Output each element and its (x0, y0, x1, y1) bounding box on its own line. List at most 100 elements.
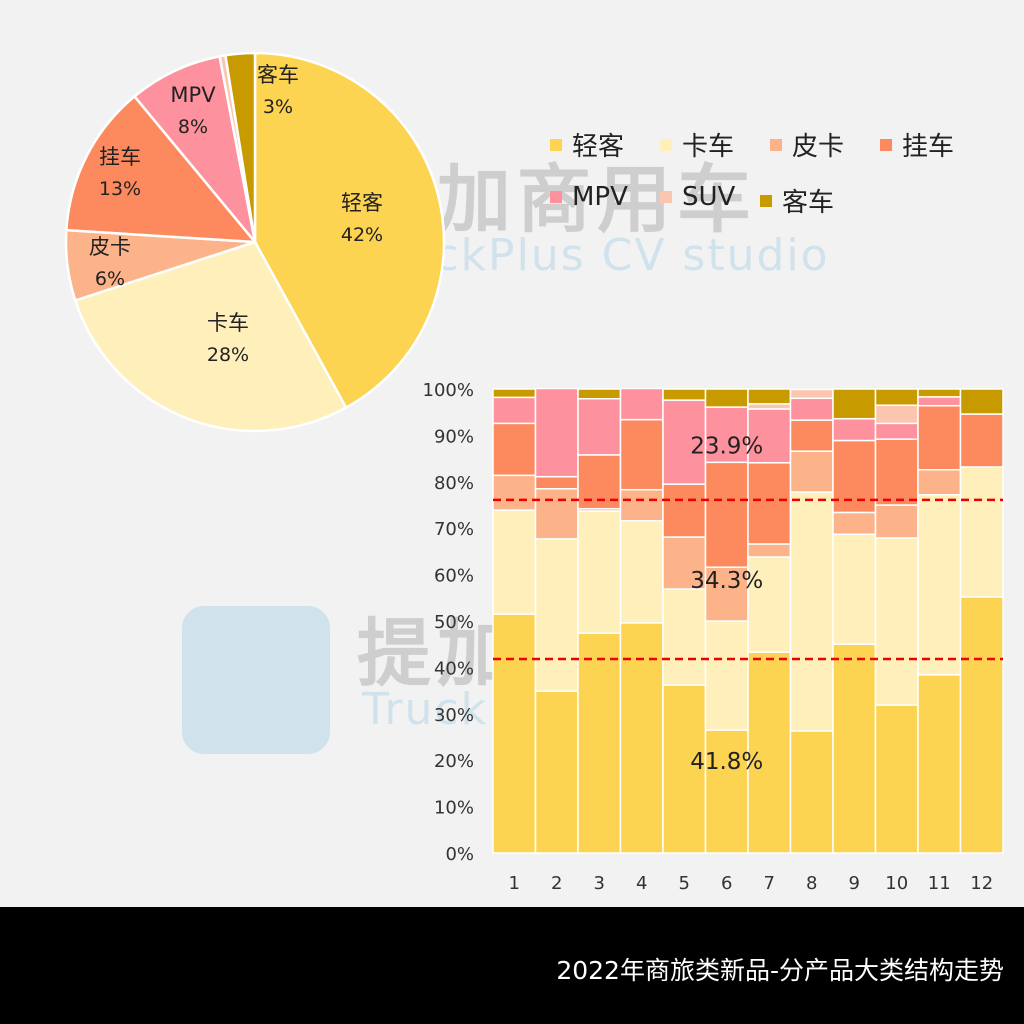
y-tick-label: 10% (434, 798, 474, 819)
x-tick-label: 5 (679, 873, 690, 894)
pie-label-pct: 3% (263, 96, 293, 118)
bar-segment-皮卡 (832, 511, 877, 535)
x-tick-label: 3 (594, 873, 605, 894)
y-tick-label: 20% (434, 751, 474, 772)
x-tick-label: 7 (764, 873, 775, 894)
bar-segment-皮卡 (619, 488, 664, 522)
pie-slice-轻客 (253, 51, 446, 410)
legend-swatch (880, 138, 892, 151)
bar-segment-卡车 (874, 537, 919, 706)
bar-segment-MPV (874, 422, 919, 440)
x-tick-label: 12 (970, 873, 993, 894)
annotation-label: 23.9% (690, 434, 763, 460)
bar-segment-客车 (917, 388, 962, 398)
bar-segment-客车 (492, 388, 537, 399)
bar-segment-卡车 (959, 466, 1004, 598)
x-tick-label: 1 (509, 873, 520, 894)
bar-segment-挂车 (747, 462, 792, 545)
legend-label: 轻客 (572, 132, 625, 162)
bar-segment-客车 (832, 388, 877, 420)
chart-title: 2022年商旅类新品-分产品大类结构走势 (556, 956, 1004, 985)
bar-segment-轻客 (492, 613, 537, 854)
x-tick-label: 8 (806, 873, 817, 894)
legend-label: SUV (682, 182, 736, 212)
bar-segment-轻客 (832, 643, 877, 854)
pie-label-name: 挂车 (99, 145, 141, 169)
legend-item-挂车: 挂车 (880, 126, 954, 163)
bar-segment-挂车 (917, 404, 962, 471)
bar-segment-MPV (917, 396, 962, 407)
bar-segment-客车 (662, 388, 707, 401)
x-tick-label: 2 (551, 873, 562, 894)
bar-segment-MPV (704, 406, 749, 464)
bar-segment-皮卡 (492, 474, 537, 511)
legend-swatch (770, 138, 782, 151)
footer-bar: 2022年商旅类新品-分产品大类结构走势 (0, 907, 1024, 1024)
bar-segment-轻客 (789, 730, 834, 854)
bar-segment-挂车 (874, 438, 919, 506)
pie-label-name: MPV (170, 83, 216, 107)
bar-segment-卡车 (534, 538, 579, 692)
legend-item-皮卡: 皮卡 (770, 126, 844, 163)
pie-slice-MPV (132, 54, 257, 243)
y-tick-label: 60% (434, 566, 474, 587)
bar-segment-挂车 (619, 418, 664, 491)
x-tick-label: 11 (928, 873, 951, 894)
bar-segment-挂车 (832, 439, 877, 514)
y-tick-label: 40% (434, 658, 474, 679)
annotation-label: 41.8% (690, 749, 763, 775)
pie-label-pct: 8% (178, 116, 208, 138)
bar-segment-挂车 (534, 475, 579, 490)
bar-segment-卡车 (704, 620, 749, 731)
y-tick-label: 80% (434, 473, 474, 494)
bar-segment-皮卡 (789, 450, 834, 493)
legend-label: 卡车 (682, 132, 735, 162)
bar-segment-轻客 (917, 674, 962, 854)
y-tick-label: 30% (434, 705, 474, 726)
legend-item-卡车: 卡车 (660, 126, 734, 163)
pie-label-name: 皮卡 (89, 235, 131, 259)
bar-segment-MPV (789, 397, 834, 421)
bar-segment-SUV (747, 403, 792, 410)
bar-segment-MPV (577, 397, 622, 456)
legend-item-MPV: MPV (550, 182, 628, 212)
y-tick-label: 70% (434, 519, 474, 540)
legend-item-SUV: SUV (660, 182, 735, 212)
pie-label-pct: 28% (207, 344, 249, 366)
bar-segment-SUV (789, 388, 834, 400)
bar-segment-挂车 (704, 461, 749, 568)
bar-segment-皮卡 (704, 566, 749, 622)
bar-segment-卡车 (492, 509, 537, 615)
bar-segment-卡车 (577, 510, 622, 634)
pie-label-name: 客车 (257, 63, 299, 87)
bar-segment-挂车 (662, 483, 707, 538)
bar-segment-皮卡 (747, 543, 792, 558)
legend-item-轻客: 轻客 (550, 126, 624, 163)
legend-label: 客车 (782, 188, 835, 218)
pie-label-pct: 6% (95, 268, 125, 290)
y-tick-label: 50% (434, 612, 474, 633)
bar-segment-皮卡 (534, 488, 579, 540)
pie-slice-卡车 (73, 240, 348, 433)
pie-slice-挂车 (65, 94, 258, 244)
bar-segment-卡车 (662, 588, 707, 686)
bar-segment-轻客 (619, 622, 664, 854)
y-tick-label: 90% (434, 426, 474, 447)
pie-label-pct: 13% (99, 178, 141, 200)
x-tick-label: 10 (885, 873, 908, 894)
pie-label-pct: 42% (341, 224, 383, 246)
bar-segment-客车 (577, 388, 622, 400)
bar-segment-MPV (534, 387, 579, 478)
pie-slice-客车 (224, 51, 257, 243)
legend-swatch (550, 191, 562, 203)
legend-swatch (660, 138, 672, 151)
legend-swatch (550, 138, 562, 151)
y-tick-label: 0% (445, 844, 474, 865)
legend-item-客车: 客车 (760, 182, 834, 219)
bar-segment-MPV (492, 396, 537, 425)
bar-segment-卡车 (917, 494, 962, 676)
bar-segment-MPV (662, 399, 707, 485)
legend-label: 皮卡 (792, 132, 845, 162)
bar-segment-卡车 (832, 533, 877, 645)
